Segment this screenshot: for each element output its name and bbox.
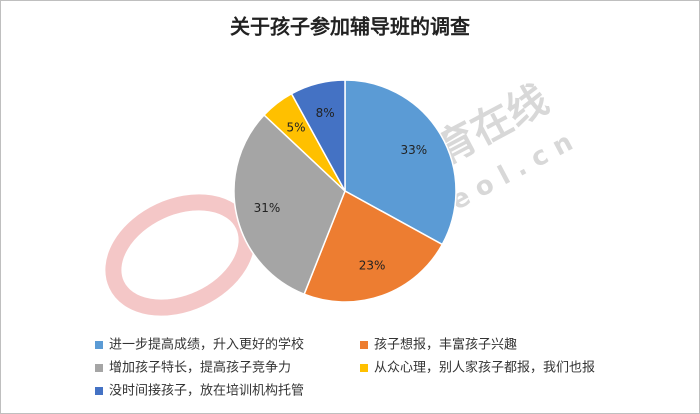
legend-label: 从众心理，别人家孩子都报，我们也报	[374, 360, 595, 376]
data-label: 8%	[316, 106, 335, 120]
legend-swatch	[360, 341, 368, 349]
legend-label: 没时间接孩子，放在培训机构托管	[109, 383, 304, 399]
legend-swatch	[95, 341, 103, 349]
pie-slice	[303, 189, 444, 303]
pie-slice	[344, 79, 457, 246]
legend-label: 孩子想报，丰富孩子兴趣	[374, 337, 517, 353]
legend-label: 增加孩子特长，提高孩子竞争力	[109, 360, 291, 376]
legend-swatch	[360, 364, 368, 372]
legend-swatch	[95, 364, 103, 372]
data-label: 5%	[286, 120, 305, 134]
chart-title: 关于孩子参加辅导班的调查	[230, 15, 470, 39]
data-label: 31%	[254, 201, 281, 215]
data-label: 33%	[400, 143, 427, 157]
legend-label: 进一步提高成绩，升入更好的学校	[109, 337, 304, 353]
pie-slice	[233, 113, 346, 296]
pie-slice	[290, 79, 346, 192]
legend-swatch	[95, 387, 103, 395]
data-label: 23%	[359, 259, 386, 273]
